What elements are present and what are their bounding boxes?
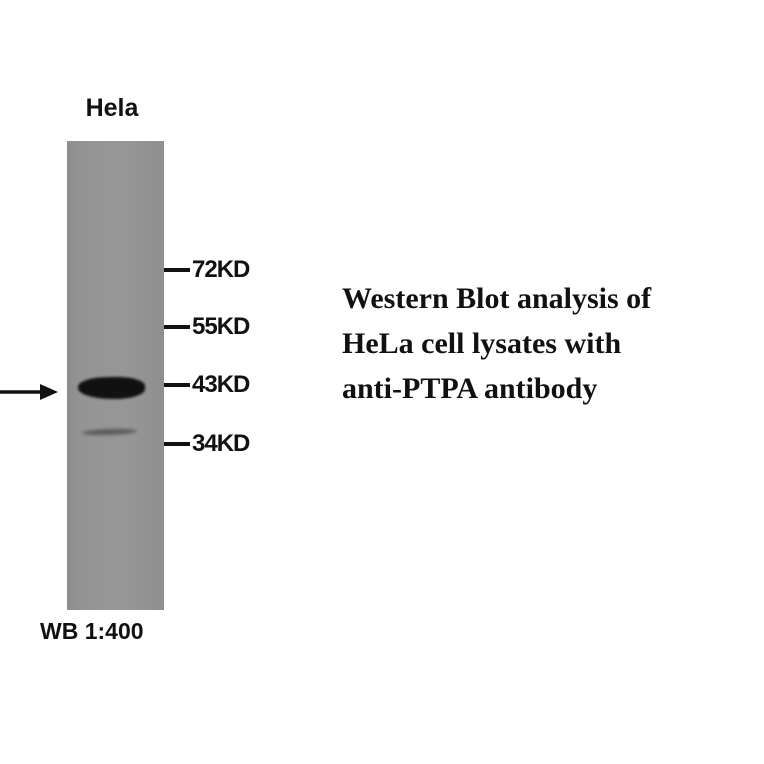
marker-55kd: 55KD — [164, 313, 250, 341]
figure-caption: Western Blot analysis of HeLa cell lysat… — [342, 276, 762, 411]
marker-label: 55KD — [192, 313, 250, 340]
marker-tick — [164, 383, 190, 387]
arrow-icon — [0, 384, 58, 400]
target-band — [78, 377, 145, 399]
blot-lane — [67, 141, 164, 610]
marker-tick — [164, 325, 190, 329]
dilution-label: WB 1:400 — [40, 618, 144, 644]
marker-label: 72KD — [192, 256, 250, 283]
marker-tick — [164, 268, 190, 272]
marker-label: 43KD — [192, 371, 250, 398]
caption-line: anti-PTPA antibody — [342, 372, 598, 405]
marker-43kd: 43KD — [164, 371, 250, 399]
caption-line: Western Blot analysis of — [342, 282, 652, 315]
marker-72kd: 72KD — [164, 256, 250, 284]
caption-line: HeLa cell lysates with — [342, 327, 622, 360]
marker-tick — [164, 442, 190, 446]
lane-label: Hela — [85, 94, 139, 122]
marker-label: 34KD — [192, 430, 250, 457]
marker-34kd: 34KD — [164, 430, 250, 458]
